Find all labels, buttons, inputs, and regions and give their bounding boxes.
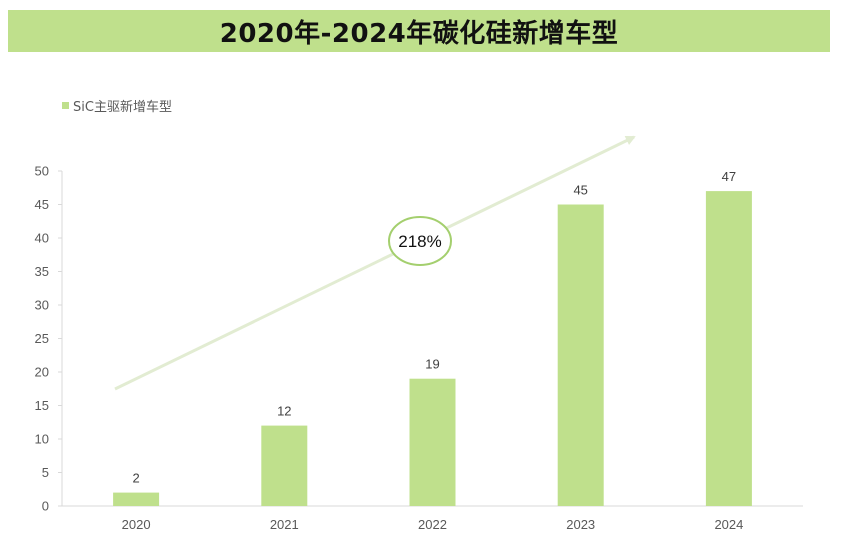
x-tick-label-2024: 2024 xyxy=(714,517,743,532)
y-tick-label: 5 xyxy=(42,465,49,480)
bar-2021 xyxy=(261,425,308,506)
bar-2022 xyxy=(409,378,456,506)
y-tick-label: 10 xyxy=(35,432,49,447)
y-tick-label: 0 xyxy=(42,499,49,514)
title-banner: 2020年-2024年碳化硅新增车型 xyxy=(8,10,830,52)
data-label-2021: 12 xyxy=(277,404,291,419)
data-label-2020: 2 xyxy=(132,471,139,486)
y-tick-label: 40 xyxy=(35,231,49,246)
y-tick-label: 25 xyxy=(35,331,49,346)
x-tick-label-2022: 2022 xyxy=(418,517,447,532)
data-label-2024: 47 xyxy=(722,169,736,184)
legend: SiC主驱新增车型 xyxy=(62,96,172,115)
chart-title: 2020年-2024年碳化硅新增车型 xyxy=(219,18,619,49)
bar-2020 xyxy=(113,492,160,506)
bar-2024 xyxy=(705,191,752,506)
annotation-ellipse xyxy=(388,216,452,266)
y-tick-label: 50 xyxy=(35,164,49,179)
x-tick-label-2021: 2021 xyxy=(270,517,299,532)
legend-swatch xyxy=(62,102,69,109)
y-tick-label: 35 xyxy=(35,264,49,279)
data-label-2023: 45 xyxy=(573,183,587,198)
y-tick-label: 45 xyxy=(35,197,49,212)
data-label-2022: 19 xyxy=(425,357,439,372)
x-tick-label-2020: 2020 xyxy=(122,517,151,532)
bar-2023 xyxy=(557,204,604,506)
y-tick-label: 30 xyxy=(35,298,49,313)
trend-arrow xyxy=(114,135,636,391)
y-tick-label: 20 xyxy=(35,365,49,380)
legend-label: SiC主驱新增车型 xyxy=(73,100,172,115)
y-tick-label: 15 xyxy=(35,398,49,413)
annotation-text: 218% xyxy=(398,232,441,251)
x-tick-label-2023: 2023 xyxy=(566,517,595,532)
